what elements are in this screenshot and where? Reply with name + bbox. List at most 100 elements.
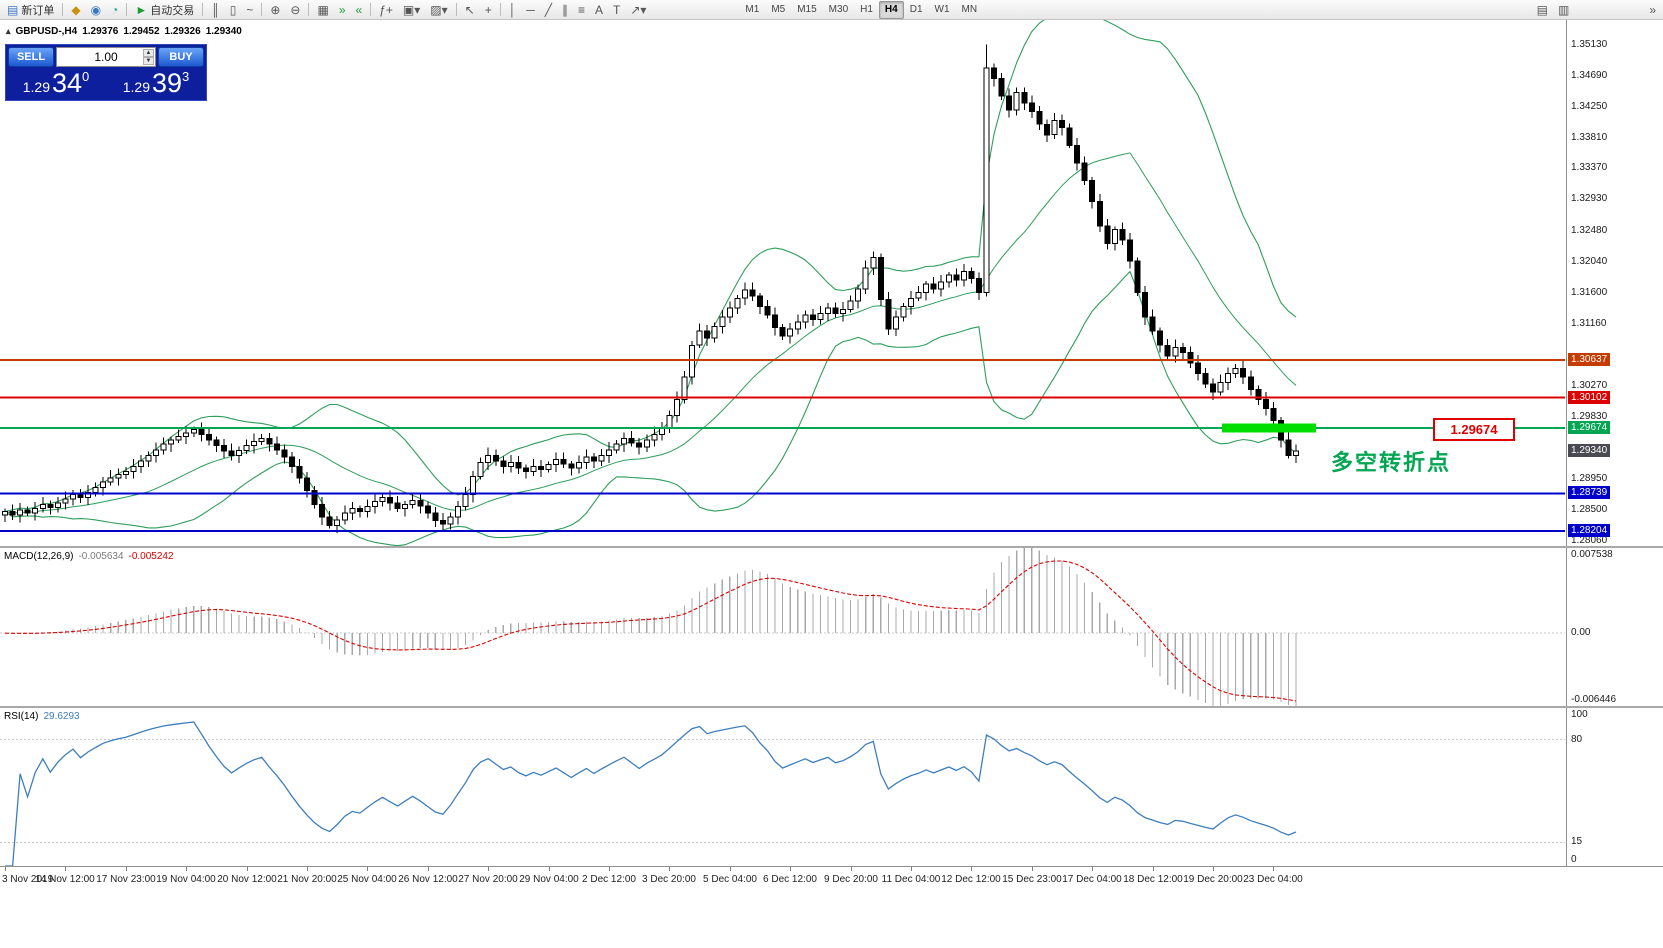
market-watch-button[interactable]: ◔ bbox=[106, 0, 123, 19]
macd-axis[interactable]: 0.007538 0.00 -0.006446 bbox=[1566, 548, 1663, 706]
auto-trading-button[interactable]: ► 自动交易 bbox=[130, 0, 199, 19]
horizontal-line-button[interactable]: ─ bbox=[521, 0, 540, 19]
zoom-in-button[interactable]: ⊕ bbox=[265, 0, 285, 19]
rsi-axis-label: 80 bbox=[1571, 734, 1583, 745]
time-tick bbox=[669, 867, 670, 871]
rsi-axis-label: 100 bbox=[1571, 709, 1588, 720]
buy-price[interactable]: 1.29 39 3 bbox=[122, 68, 190, 98]
text-label-button[interactable]: T bbox=[608, 0, 625, 19]
volume-down-button[interactable]: ▼ bbox=[143, 57, 154, 65]
data-window-button[interactable]: ▥ bbox=[1553, 0, 1574, 19]
separator bbox=[370, 3, 372, 16]
metaeditor-icon: ◆ bbox=[71, 2, 81, 17]
crosshair-button[interactable]: + bbox=[480, 0, 497, 19]
time-tick bbox=[247, 867, 248, 871]
sell-button[interactable]: SELL bbox=[8, 47, 54, 67]
timeframe-h1[interactable]: H1 bbox=[860, 4, 873, 15]
toolbar-overflow-button[interactable]: » bbox=[1644, 0, 1661, 19]
price-tag: 1.29340 bbox=[1568, 444, 1611, 457]
timeframe-w1[interactable]: W1 bbox=[934, 4, 950, 15]
arrows-button[interactable]: ↗▾ bbox=[625, 0, 651, 19]
time-tick bbox=[5, 867, 6, 871]
time-axis-label: 17 Nov 23:00 bbox=[96, 874, 156, 885]
one-click-collapse-icon[interactable]: ▴ bbox=[6, 26, 11, 36]
candlestick-chart-icon: ▯ bbox=[229, 2, 237, 17]
text-button[interactable]: A bbox=[590, 0, 608, 19]
cursor-icon: ↖ bbox=[464, 2, 475, 17]
rsi-label: RSI(14) 29.6293 bbox=[4, 711, 80, 722]
time-tick bbox=[367, 867, 368, 871]
time-axis-label: 19 Nov 04:00 bbox=[156, 874, 216, 885]
chart-shift-icon: « bbox=[355, 2, 363, 17]
chart-title: GBPUSD-,H4 bbox=[15, 26, 78, 37]
community-button[interactable]: ◉ bbox=[86, 0, 106, 19]
timeframe-m30[interactable]: M30 bbox=[828, 4, 849, 15]
market-watch-icon: ◔ bbox=[111, 2, 119, 17]
separator bbox=[455, 3, 457, 16]
volume-up-button[interactable]: ▲ bbox=[143, 49, 154, 57]
bar-chart-button[interactable]: ║ bbox=[206, 0, 225, 19]
auto-scroll-button[interactable]: » bbox=[334, 0, 351, 19]
panel-divider[interactable] bbox=[0, 546, 1663, 548]
time-tick bbox=[1153, 867, 1154, 871]
time-axis-label: 3 Nov 2019 bbox=[2, 874, 54, 885]
time-axis-label: 25 Nov 04:00 bbox=[337, 874, 397, 885]
chart-shift-button[interactable]: « bbox=[351, 0, 368, 19]
turning-point-annotation[interactable]: 多空转折点 bbox=[1331, 450, 1452, 475]
cursor-button[interactable]: ↖ bbox=[460, 0, 480, 19]
tile-windows-button[interactable]: ▦ bbox=[312, 0, 333, 19]
vertical-line-button[interactable]: │ bbox=[504, 0, 522, 19]
timeframe-group: M1 M5 M15 M30 H1 H4 D1 W1 MN bbox=[739, 0, 983, 19]
trendline-icon: ╱ bbox=[544, 2, 552, 17]
line-chart-button[interactable]: ~ bbox=[241, 0, 258, 19]
rsi-axis-label: 0 bbox=[1571, 854, 1577, 865]
time-tick bbox=[126, 867, 127, 871]
rsi-canvas[interactable] bbox=[0, 708, 1565, 866]
macd-canvas[interactable] bbox=[0, 548, 1565, 706]
zoom-out-button[interactable]: ⊖ bbox=[285, 0, 305, 19]
trendline-button[interactable]: ╱ bbox=[540, 0, 557, 19]
indicators-icon: ƒ+ bbox=[379, 2, 393, 17]
sell-price[interactable]: 1.29 34 0 bbox=[22, 68, 90, 98]
auto-trading-icon: ► bbox=[135, 2, 148, 17]
timeframe-m15[interactable]: M15 bbox=[797, 4, 817, 15]
time-axis-label: 9 Dec 20:00 bbox=[824, 874, 878, 885]
toolbar-right-group: ▤ ▥ bbox=[1532, 0, 1575, 19]
rsi-axis[interactable]: 100 80 15 0 bbox=[1566, 708, 1663, 866]
timeframe-d1[interactable]: D1 bbox=[909, 4, 923, 15]
price-callout[interactable]: 1.29674 bbox=[1433, 418, 1515, 441]
time-tick bbox=[851, 867, 852, 871]
time-axis[interactable]: 3 Nov 2019 14 Nov 12:00 17 Nov 23:00 19 Nov… bbox=[0, 867, 1663, 893]
toolbar: ▤ 新订单 ◆ ◉ ◔ ► 自动交易 ║ ▯ ~ ⊕ ⊖ ▦ » « ƒ+ ▣▾… bbox=[0, 0, 1663, 20]
timeframe-m5[interactable]: M5 bbox=[771, 4, 786, 15]
timeframe-m1[interactable]: M1 bbox=[745, 4, 760, 15]
buy-button[interactable]: BUY bbox=[158, 47, 204, 67]
templates-dropdown[interactable]: ▨▾ bbox=[425, 0, 452, 19]
fibonacci-button[interactable]: ≡ bbox=[573, 0, 590, 19]
candlestick-chart-button[interactable]: ▯ bbox=[225, 0, 242, 19]
periods-dropdown[interactable]: ▣▾ bbox=[398, 0, 425, 19]
price-axis[interactable]: 1.35130 1.34690 1.34250 1.33810 1.33370 1.329… bbox=[1566, 20, 1663, 546]
time-axis-label: 26 Nov 12:00 bbox=[398, 874, 458, 885]
metaeditor-button[interactable]: ◆ bbox=[66, 0, 85, 19]
main-chart-canvas[interactable] bbox=[0, 20, 1565, 546]
price-axis-label: 1.28950 bbox=[1571, 473, 1608, 484]
tile-windows-icon: ▦ bbox=[317, 2, 329, 17]
channel-button[interactable]: ∥ bbox=[557, 0, 573, 19]
volume-input[interactable]: 1.00 ▲ ▼ bbox=[56, 47, 156, 67]
time-tick bbox=[549, 867, 550, 871]
indicators-button[interactable]: ƒ+ bbox=[374, 0, 398, 19]
timeframe-h4[interactable]: H4 bbox=[878, 0, 904, 19]
macd-axis-label: -0.006446 bbox=[1571, 694, 1617, 705]
price-axis-label: 1.35130 bbox=[1571, 39, 1608, 50]
time-axis-label: 17 Dec 04:00 bbox=[1062, 874, 1122, 885]
panel-divider[interactable] bbox=[0, 706, 1663, 708]
new-order-button[interactable]: ▤ 新订单 bbox=[2, 0, 59, 19]
ohlc-high: 1.29452 bbox=[123, 26, 160, 37]
separator bbox=[202, 3, 204, 16]
window-layout-button[interactable]: ▤ bbox=[1532, 0, 1553, 19]
timeframe-mn[interactable]: MN bbox=[961, 4, 978, 15]
time-tick bbox=[1092, 867, 1093, 871]
data-window-icon: ▥ bbox=[1557, 2, 1570, 17]
